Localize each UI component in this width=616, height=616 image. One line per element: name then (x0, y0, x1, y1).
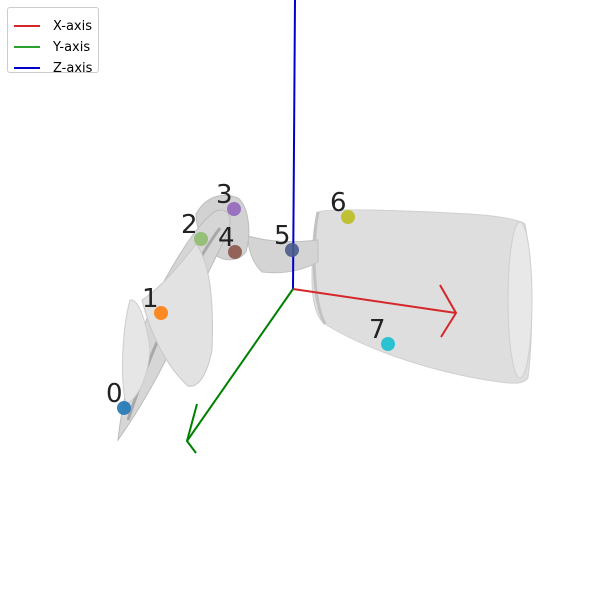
keypoint-2-marker (194, 232, 208, 246)
legend-swatch-x-axis (14, 25, 40, 27)
mesh-neck (247, 235, 319, 274)
axes (185, 0, 458, 454)
keypoint-1-marker (154, 306, 168, 320)
z-axis-line (292, 0, 296, 290)
keypoint-4-label: 4 (218, 223, 235, 253)
legend-item-y-axis: Y-axis (14, 39, 90, 55)
keypoint-3-label: 3 (216, 180, 233, 210)
y-axis-line (186, 288, 294, 442)
keypoint-1-label: 1 (142, 284, 159, 314)
legend-label-z-axis: Z-axis (53, 60, 93, 76)
mesh-drum (311, 209, 533, 384)
legend-label-x-axis: X-axis (53, 18, 92, 34)
legend: X-axis Y-axis Z-axis (7, 7, 99, 76)
keypoint-4-marker (228, 245, 242, 259)
keypoint-7-label: 7 (369, 315, 386, 345)
keypoint-0-label: 0 (106, 379, 123, 409)
keypoint-0-marker (117, 401, 131, 415)
y-axis-arrowhead (185, 403, 198, 454)
mesh-lobe (141, 243, 213, 387)
keypoint-7-marker (381, 337, 395, 351)
keypoint-6-label: 6 (330, 188, 347, 218)
legend-item-x-axis: X-axis (14, 18, 92, 34)
keypoint-5-marker (285, 243, 299, 257)
legend-label-y-axis: Y-axis (53, 39, 91, 55)
keypoint-5-label: 5 (274, 221, 291, 251)
keypoint-6-marker (341, 210, 355, 224)
legend-item-z-axis: Z-axis (14, 60, 92, 76)
keypoint-2-label: 2 (181, 210, 198, 240)
x-axis-arrowhead (439, 284, 458, 338)
legend-swatch-z-axis (14, 67, 40, 69)
keypoints: 0 1 2 3 4 5 6 7 (106, 180, 395, 415)
x-axis-line (292, 288, 457, 314)
keypoint-3-marker (227, 202, 241, 216)
legend-swatch-y-axis (14, 46, 40, 48)
